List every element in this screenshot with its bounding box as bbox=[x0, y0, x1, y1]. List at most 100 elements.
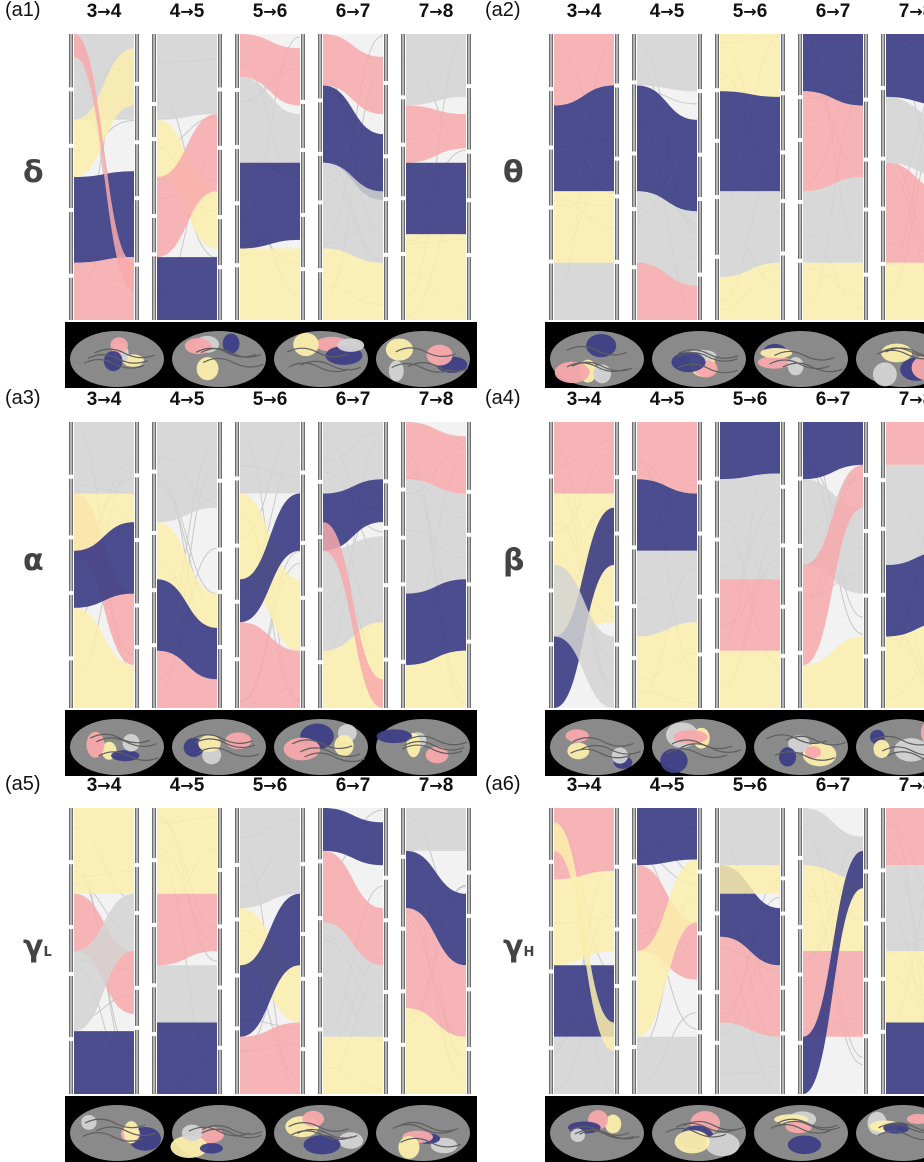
module-flow-ribbon bbox=[720, 936, 780, 1037]
transition-from: 7 bbox=[898, 389, 910, 410]
panel-a6: (a6)γH3→44→55→66→77→8 bbox=[485, 774, 924, 1162]
sulcus-line bbox=[401, 744, 463, 755]
module-stack-bar bbox=[467, 34, 471, 320]
module-stack-bar bbox=[218, 422, 222, 708]
module-gap bbox=[217, 215, 223, 220]
transition-column bbox=[548, 422, 620, 708]
transition-label: 3→4 bbox=[64, 775, 144, 797]
module-flow-ribbon bbox=[323, 922, 383, 1037]
module-gap bbox=[614, 1046, 620, 1051]
module-gap bbox=[780, 198, 786, 203]
module-gap bbox=[714, 537, 720, 542]
module-gap bbox=[217, 145, 223, 150]
module-stack-bar bbox=[401, 422, 405, 708]
module-gap bbox=[780, 251, 786, 256]
module-stack-bar bbox=[781, 808, 785, 1094]
transition-label: 5→6 bbox=[230, 775, 310, 797]
cortical-surface-maps bbox=[65, 1096, 477, 1162]
module-gap bbox=[134, 603, 140, 608]
module-flow-ribbon bbox=[637, 859, 697, 1037]
alluvial-diagram bbox=[68, 422, 472, 708]
module-stack-bar bbox=[301, 422, 305, 708]
module-gap bbox=[880, 868, 886, 873]
sulcus-line bbox=[882, 746, 924, 756]
module-gap bbox=[466, 489, 472, 494]
transition-to: 4 bbox=[110, 1, 122, 22]
module-flow-ribbon bbox=[803, 808, 863, 880]
module-gap bbox=[697, 480, 703, 485]
transition-label: 6→7 bbox=[313, 1, 393, 23]
arrow-icon: → bbox=[429, 776, 443, 795]
arrow-icon: → bbox=[660, 2, 674, 21]
module-flow-ribbon bbox=[886, 96, 924, 174]
module-flow-ribbon bbox=[637, 191, 697, 286]
module-stack-bar bbox=[715, 34, 719, 320]
module-flow-ribbon bbox=[240, 422, 300, 494]
module-stack-bar bbox=[467, 808, 471, 1094]
band-symbol: γ bbox=[23, 929, 44, 964]
transition-from: 4 bbox=[169, 1, 181, 22]
module-region-patch bbox=[398, 1136, 420, 1159]
module-region-patch bbox=[586, 334, 617, 358]
module-flow-ribbon bbox=[240, 893, 300, 1037]
module-stack-bar bbox=[467, 422, 471, 708]
module-gap bbox=[614, 864, 620, 869]
sulcus-line bbox=[877, 1130, 924, 1141]
transition-label: 6→7 bbox=[313, 775, 393, 797]
frequency-band-label: γH bbox=[503, 929, 534, 964]
module-stack-bar bbox=[698, 422, 702, 708]
module-flow-ribbon bbox=[720, 191, 780, 278]
frequency-band-label: δ bbox=[23, 155, 44, 190]
module-gap bbox=[714, 138, 720, 143]
module-region-patch bbox=[787, 1135, 822, 1155]
module-stack-bar bbox=[781, 34, 785, 320]
module-flow-ribbon bbox=[637, 622, 697, 708]
brain-views bbox=[550, 1105, 924, 1161]
module-stack-bar bbox=[615, 34, 619, 320]
transition-column bbox=[797, 33, 869, 320]
frequency-band-label: β bbox=[503, 543, 524, 578]
module-gap bbox=[466, 639, 472, 644]
module-gap bbox=[466, 252, 472, 257]
module-gap bbox=[780, 543, 786, 548]
module-gap bbox=[714, 648, 720, 653]
module-gap bbox=[383, 918, 389, 923]
module-gap bbox=[217, 645, 223, 650]
module-flow-ribbon bbox=[406, 808, 466, 851]
transition-label: 7→8 bbox=[876, 775, 924, 797]
module-gap bbox=[217, 985, 223, 990]
band-subscript: H bbox=[523, 945, 535, 960]
brain-views bbox=[70, 331, 470, 387]
band-symbol: γ bbox=[503, 929, 524, 964]
module-flow-ribbon bbox=[886, 554, 924, 637]
module-flow-ribbon bbox=[803, 262, 863, 320]
transition-from: 6 bbox=[335, 389, 347, 410]
module-stack-bar bbox=[615, 422, 619, 708]
module-gap bbox=[863, 207, 869, 212]
transition-column bbox=[317, 422, 389, 708]
module-gap bbox=[780, 911, 786, 916]
module-gap bbox=[614, 983, 620, 988]
sulcus-line bbox=[880, 347, 924, 357]
module-gap bbox=[714, 476, 720, 481]
module-flow-ribbon bbox=[157, 114, 217, 258]
module-gap bbox=[797, 137, 803, 142]
module-gap bbox=[151, 588, 157, 593]
module-gap bbox=[151, 102, 157, 107]
module-stack-bar bbox=[781, 422, 785, 708]
module-region-patch bbox=[425, 746, 449, 764]
transition-from: 7 bbox=[418, 1, 430, 22]
sulcus-line bbox=[680, 743, 741, 753]
module-stack-bar bbox=[549, 34, 553, 320]
transition-from: 4 bbox=[649, 1, 661, 22]
module-gap bbox=[863, 593, 869, 598]
module-region-patch bbox=[184, 338, 212, 354]
transition-label: 3→4 bbox=[544, 389, 624, 411]
module-region-patch bbox=[426, 344, 453, 366]
module-gap bbox=[151, 469, 157, 474]
module-flow-ribbon bbox=[157, 965, 217, 1023]
sulcus-line bbox=[192, 734, 253, 744]
module-gap bbox=[400, 95, 406, 100]
module-flow-ribbon bbox=[554, 85, 614, 192]
module-gap bbox=[797, 972, 803, 977]
